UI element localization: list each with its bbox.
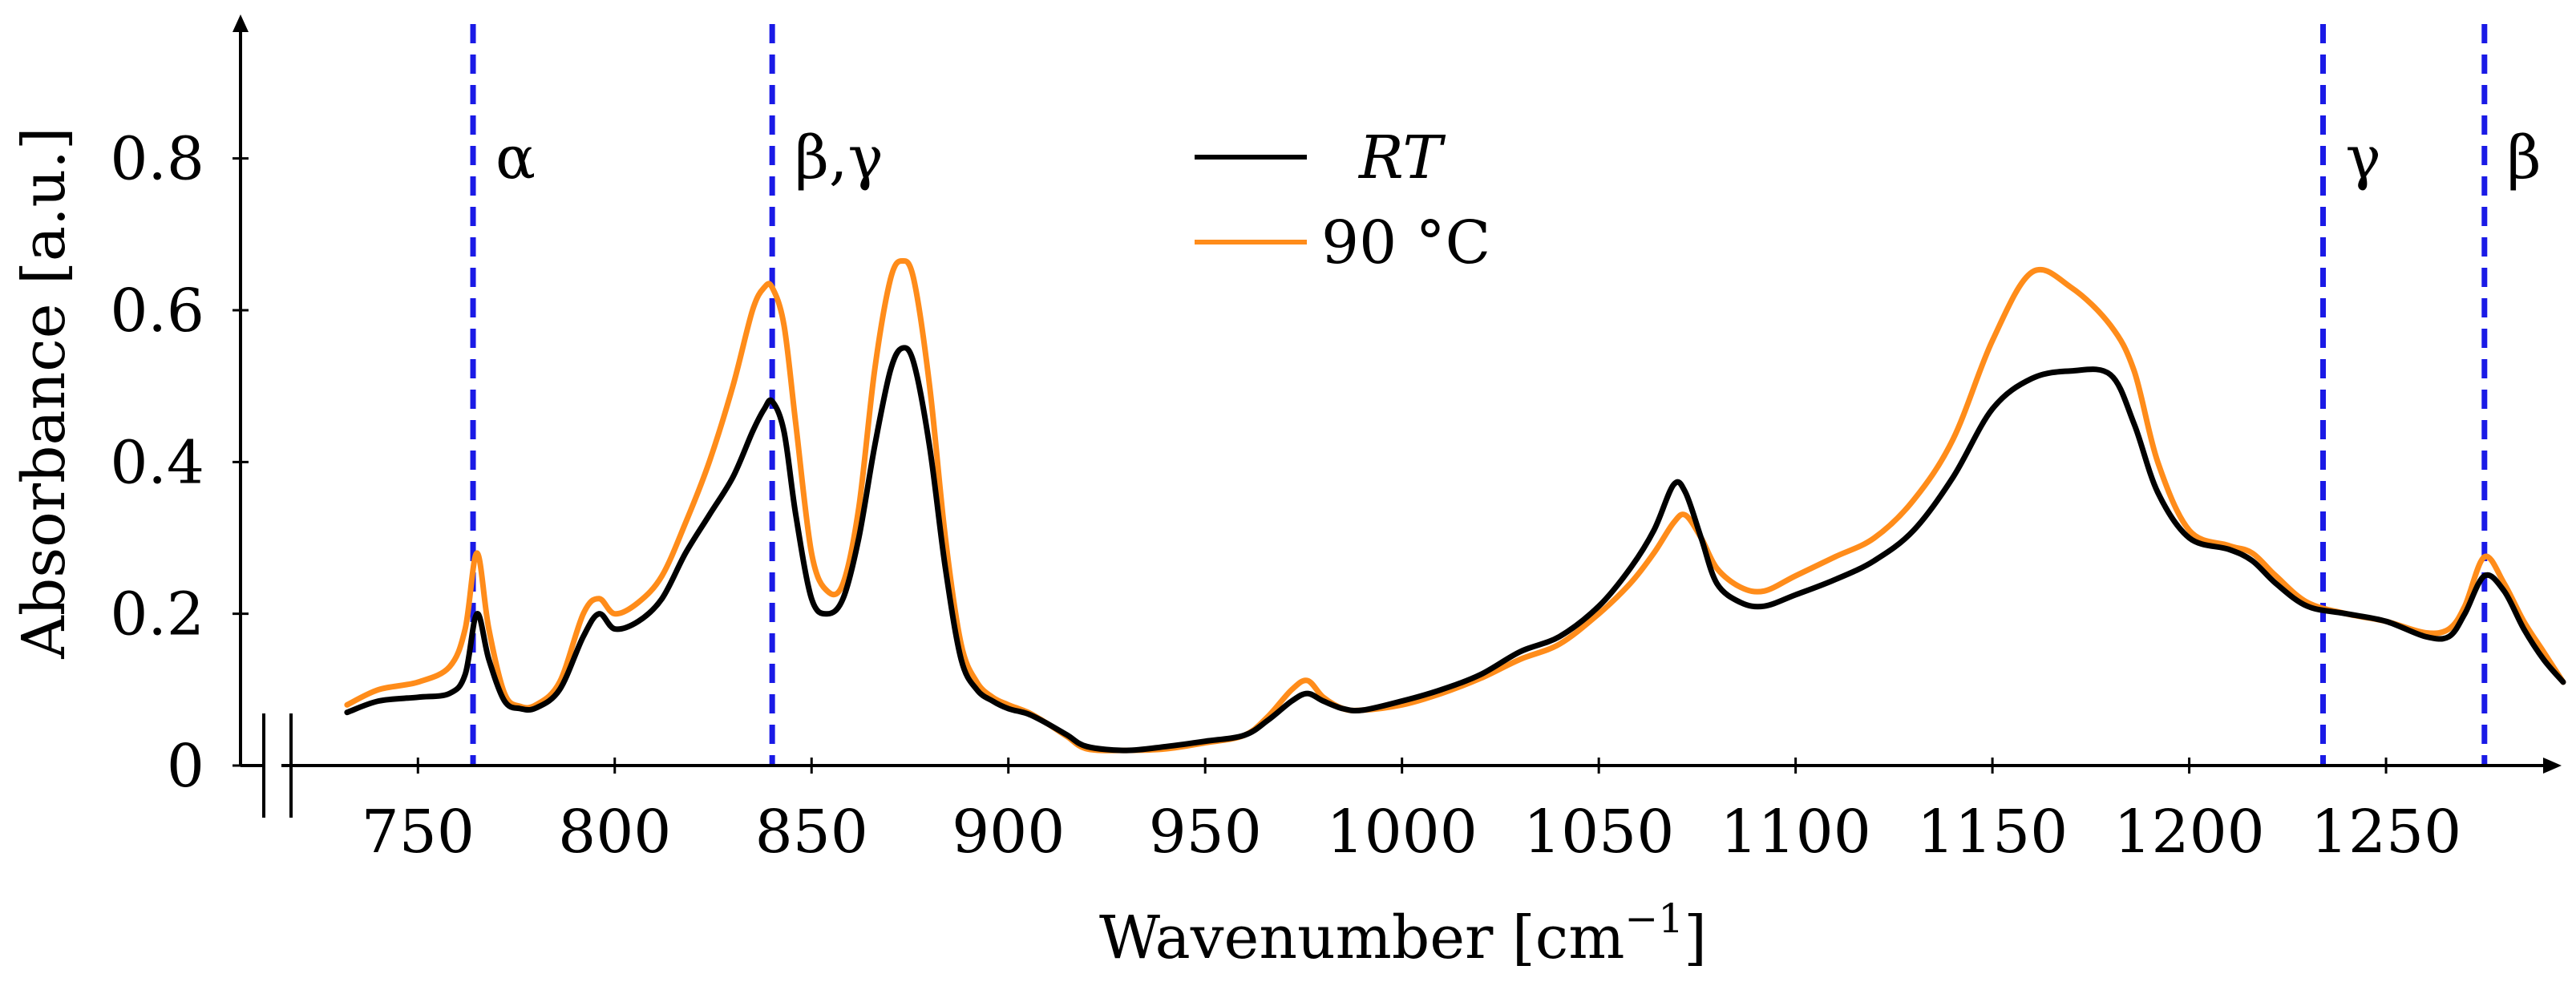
x-tick-label-1200: 1200 xyxy=(2113,798,2264,867)
series-line-90c xyxy=(344,257,2566,754)
legend-label-90c: 90 °C xyxy=(1321,208,1490,277)
legend-label-rt: RT xyxy=(1357,123,1446,192)
x-axis-title-exponent: −1 xyxy=(1624,895,1684,942)
marker-label-0: α xyxy=(495,123,536,192)
y-tick-label-0_6: 0.6 xyxy=(110,277,204,346)
y-axis-arrow xyxy=(233,14,249,32)
x-tick-label-1250: 1250 xyxy=(2311,798,2461,867)
x-axis-title-bracket: ] xyxy=(1684,903,1707,972)
y-tick-label-0: 0 xyxy=(167,732,204,801)
y-tick-label-0_2: 0.2 xyxy=(110,580,204,649)
x-axis-title: Wavenumber [cm−1] xyxy=(1099,895,1707,972)
x-tick-label-1000: 1000 xyxy=(1327,798,1478,867)
vertical-markers: α β,γ γ β xyxy=(470,24,2542,766)
x-tick-label-800: 800 xyxy=(558,798,671,867)
series-line-rt xyxy=(344,345,2566,754)
y-tick-label-0_8: 0.8 xyxy=(110,125,204,194)
y-axis-title: Absorbance [a.u.] xyxy=(10,127,79,659)
marker-label-2: γ xyxy=(2346,123,2381,192)
legend: RT 90 °C xyxy=(1195,123,1490,277)
marker-label-3: β xyxy=(2507,123,2542,192)
x-tick-label-750: 750 xyxy=(362,798,475,867)
x-tick-label-950: 950 xyxy=(1149,798,1262,867)
marker-label-1: β,γ xyxy=(795,123,884,192)
x-tick-label-1150: 1150 xyxy=(1917,798,2068,867)
x-axis-title-main: Wavenumber [cm xyxy=(1099,903,1624,972)
x-tick-label-850: 850 xyxy=(755,798,868,867)
series-lines xyxy=(344,257,2566,754)
axes xyxy=(233,14,2562,818)
y-tick-label-0_4: 0.4 xyxy=(110,428,204,497)
x-tick-label-1050: 1050 xyxy=(1523,798,1674,867)
x-ticks: 750 800 850 900 950 1000 1050 1100 1150 1200 1250 xyxy=(362,758,2461,867)
x-tick-label-900: 900 xyxy=(952,798,1065,867)
y-ticks: 0 0.2 0.4 0.6 0.8 xyxy=(110,125,249,801)
x-axis-arrow xyxy=(2543,758,2562,774)
axis-break-gap xyxy=(264,750,281,782)
x-tick-label-1100: 1100 xyxy=(1720,798,1870,867)
